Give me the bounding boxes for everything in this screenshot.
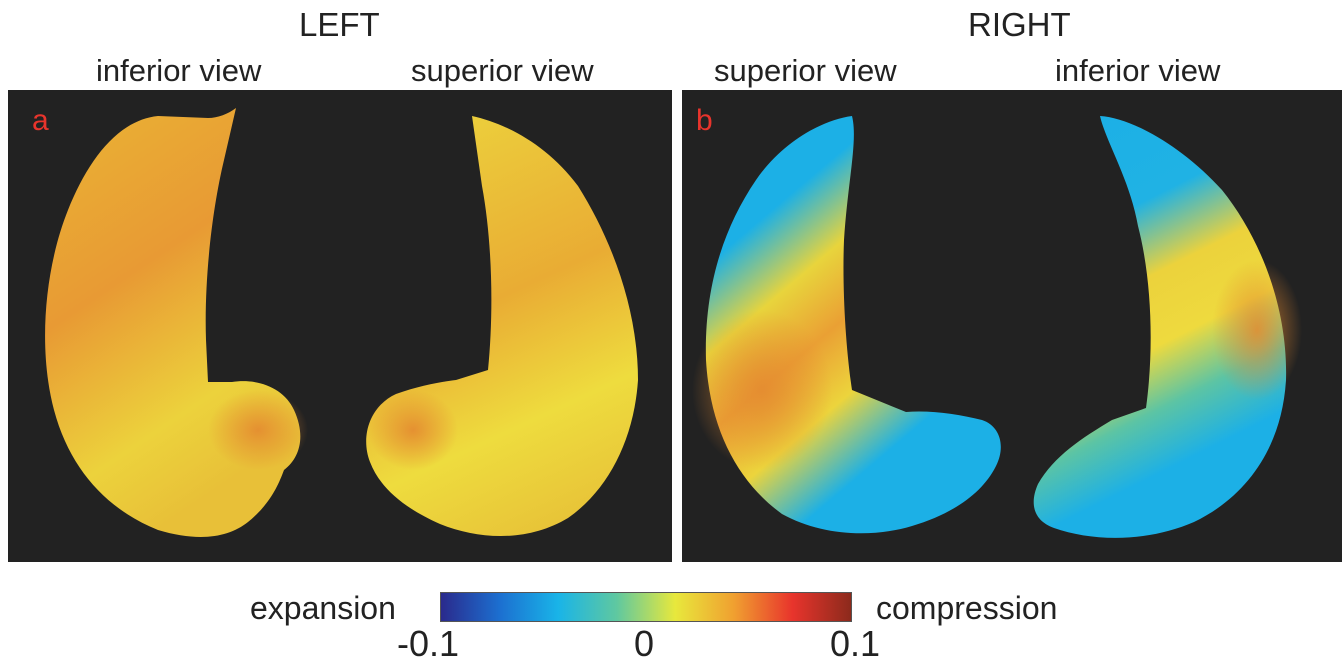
heat-spot-a1 [208,390,308,470]
view-label-a-2: superior view [411,53,594,88]
colorbar-tick-zero: 0 [633,623,655,664]
view-label-b-2: inferior view [1055,53,1221,88]
colorbar [440,592,852,622]
left-heading: LEFT [299,6,380,43]
panel-a-render [45,108,638,537]
lung-shape-a-inferior [45,108,301,537]
panel-b [682,90,1342,562]
heat-spot-a2 [368,390,458,470]
panel-b-render [692,116,1302,538]
view-label-a-1: inferior view [96,53,262,88]
colorbar-label-compression: compression [876,590,1058,626]
colorbar-label-expansion: expansion [250,590,396,626]
lung-shape-b-inferior [1033,116,1287,538]
lung-shape-a-superior [366,116,638,537]
right-heading: RIGHT [968,6,1071,43]
view-label-b-1: superior view [714,53,897,88]
panel-a [8,90,672,562]
heat-spot-b1 [692,310,832,470]
heat-spot-b2 [1212,260,1302,400]
colorbar-tick-min: -0.1 [396,623,460,664]
panel-letter-a: a [32,104,49,137]
panel-letter-b: b [696,104,713,137]
colorbar-tick-max: 0.1 [829,623,881,664]
